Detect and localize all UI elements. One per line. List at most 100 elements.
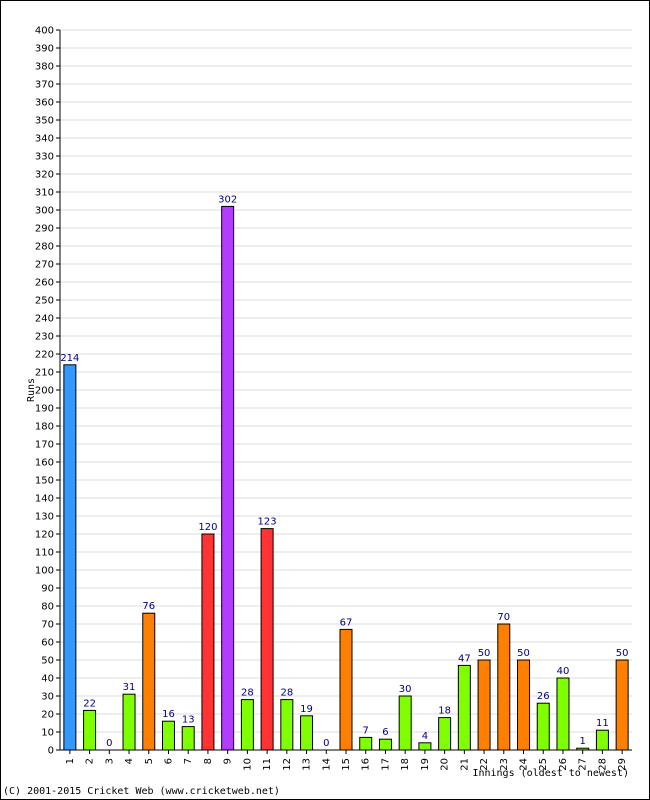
y-tick-label: 170 bbox=[35, 440, 54, 451]
y-tick-label: 380 bbox=[35, 62, 54, 73]
data-label: 26 bbox=[537, 691, 550, 702]
data-label: 50 bbox=[478, 648, 491, 659]
data-label: 123 bbox=[258, 517, 277, 528]
y-tick-label: 230 bbox=[35, 332, 54, 343]
x-tick-label: 23 bbox=[499, 758, 510, 771]
y-tick-label: 270 bbox=[35, 260, 54, 271]
data-label: 67 bbox=[340, 617, 353, 628]
y-tick-label: 40 bbox=[41, 674, 54, 685]
y-tick-label: 200 bbox=[35, 386, 54, 397]
data-label: 30 bbox=[399, 684, 412, 695]
data-label: 28 bbox=[280, 688, 293, 699]
data-label: 7 bbox=[363, 725, 369, 736]
x-tick-label: 11 bbox=[262, 758, 273, 771]
bar bbox=[300, 715, 314, 751]
x-tick-label: 28 bbox=[597, 758, 608, 771]
x-tick-label: 4 bbox=[124, 758, 135, 764]
bar bbox=[398, 695, 412, 751]
x-tick-label: 9 bbox=[223, 758, 234, 764]
x-tick-label: 20 bbox=[440, 758, 451, 771]
data-label: 1 bbox=[580, 736, 586, 747]
x-tick-label: 7 bbox=[183, 758, 194, 764]
x-tick-label: 21 bbox=[459, 758, 470, 771]
bar bbox=[615, 659, 629, 751]
data-label: 214 bbox=[60, 353, 79, 364]
data-label: 6 bbox=[382, 727, 388, 738]
y-tick-label: 400 bbox=[35, 26, 54, 37]
bar bbox=[63, 364, 77, 751]
y-tick-label: 30 bbox=[41, 692, 54, 703]
bar bbox=[83, 709, 97, 751]
y-tick-label: 300 bbox=[35, 206, 54, 217]
data-label: 4 bbox=[422, 731, 428, 742]
y-tick-label: 10 bbox=[41, 728, 54, 739]
bar bbox=[240, 699, 254, 751]
data-label: 47 bbox=[458, 653, 471, 664]
y-axis-ticks: 0 10 20 30 40 50 60 70 80 90 100 110 120 130 140 150 160… bbox=[35, 26, 60, 757]
data-label: 120 bbox=[198, 522, 217, 533]
data-label: 0 bbox=[323, 738, 329, 749]
bar bbox=[181, 726, 195, 751]
x-tick-label: 12 bbox=[282, 758, 293, 771]
y-tick-label: 110 bbox=[35, 548, 54, 559]
data-label: 31 bbox=[123, 682, 136, 693]
y-tick-label: 80 bbox=[41, 602, 54, 613]
x-tick-label: 15 bbox=[341, 758, 352, 771]
y-tick-label: 360 bbox=[35, 98, 54, 109]
data-label: 13 bbox=[182, 715, 195, 726]
bar bbox=[517, 659, 531, 751]
y-tick-label: 250 bbox=[35, 296, 54, 307]
copyright-footer: (C) 2001-2015 Cricket Web (www.cricketwe… bbox=[3, 786, 280, 797]
y-tick-label: 70 bbox=[41, 620, 54, 631]
data-label: 22 bbox=[83, 698, 96, 709]
data-label: 0 bbox=[106, 738, 112, 749]
y-tick-label: 310 bbox=[35, 188, 54, 199]
y-tick-label: 210 bbox=[35, 368, 54, 379]
bar bbox=[418, 742, 432, 751]
data-label: 19 bbox=[300, 704, 313, 715]
y-tick-label: 240 bbox=[35, 314, 54, 325]
x-tick-label: 2 bbox=[85, 758, 96, 764]
x-axis-label: Innings (oldest to newest) bbox=[472, 768, 629, 779]
data-label: 302 bbox=[218, 194, 237, 205]
x-tick-label: 24 bbox=[519, 758, 530, 771]
x-tick-label: 25 bbox=[538, 758, 549, 771]
x-tick-label: 10 bbox=[242, 758, 253, 771]
bar bbox=[122, 693, 136, 751]
data-label: 18 bbox=[438, 706, 451, 717]
data-label: 50 bbox=[517, 648, 530, 659]
y-tick-label: 260 bbox=[35, 278, 54, 289]
bar bbox=[161, 720, 175, 751]
y-tick-label: 370 bbox=[35, 80, 54, 91]
x-tick-label: 27 bbox=[578, 758, 589, 771]
y-tick-label: 0 bbox=[48, 746, 54, 757]
x-tick-label: 26 bbox=[558, 758, 569, 771]
x-tick-label: 17 bbox=[380, 758, 391, 771]
bar bbox=[457, 664, 471, 751]
bar bbox=[339, 628, 353, 751]
y-tick-label: 390 bbox=[35, 44, 54, 55]
y-tick-label: 160 bbox=[35, 458, 54, 469]
data-label: 16 bbox=[162, 709, 175, 720]
grid-lines bbox=[60, 29, 632, 751]
bar bbox=[556, 677, 570, 751]
x-tick-label: 8 bbox=[203, 758, 214, 764]
y-tick-label: 140 bbox=[35, 494, 54, 505]
data-label: 76 bbox=[142, 601, 155, 612]
y-tick-label: 50 bbox=[41, 656, 54, 667]
data-label: 28 bbox=[241, 688, 254, 699]
bar bbox=[280, 699, 294, 751]
bar bbox=[536, 702, 550, 751]
y-tick-label: 290 bbox=[35, 224, 54, 235]
bar bbox=[260, 528, 274, 751]
bar bbox=[221, 205, 235, 751]
bar bbox=[595, 729, 609, 751]
y-axis-label: Runs bbox=[26, 378, 37, 402]
bars bbox=[63, 205, 629, 751]
x-tick-label: 6 bbox=[163, 758, 174, 764]
y-tick-label: 220 bbox=[35, 350, 54, 361]
bar bbox=[201, 533, 215, 751]
x-tick-label: 16 bbox=[361, 758, 372, 771]
